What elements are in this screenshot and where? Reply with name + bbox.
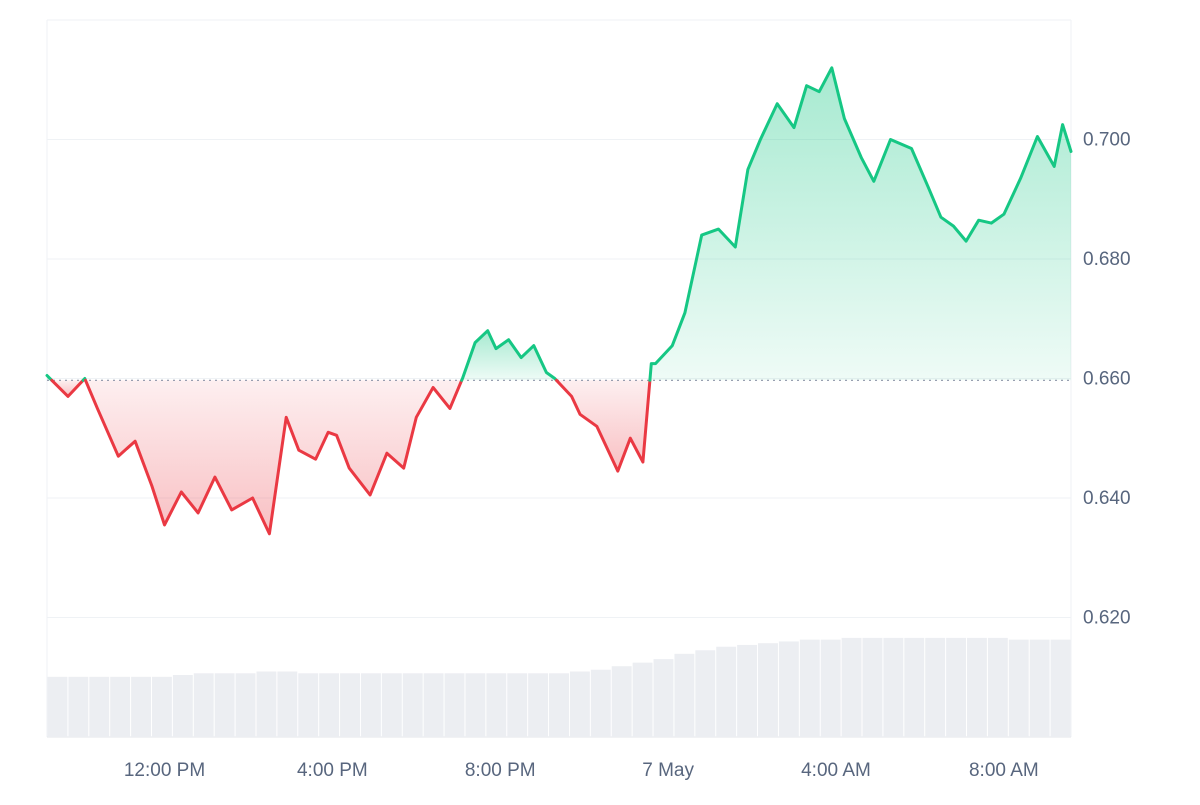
price-area xyxy=(47,67,1071,534)
line-segment-down xyxy=(555,378,652,473)
y-tick-label: 0.640 xyxy=(1083,488,1131,509)
volume-bar xyxy=(151,676,172,737)
volume-bar xyxy=(360,673,381,737)
x-tick-label: 8:00 PM xyxy=(465,760,536,781)
volume-bar xyxy=(340,673,360,737)
y-tick-label: 0.660 xyxy=(1083,369,1131,390)
area-above-baseline xyxy=(461,330,557,381)
volume-bar xyxy=(214,673,235,737)
x-tick-label: 8:00 AM xyxy=(969,760,1039,781)
volume-bar xyxy=(486,673,507,737)
x-tick-label: 4:00 AM xyxy=(801,760,871,781)
x-tick-label: 4:00 PM xyxy=(297,760,368,781)
volume-bar xyxy=(319,673,340,737)
volume-bar xyxy=(841,637,862,737)
volume-bar xyxy=(131,676,151,737)
volume-bar xyxy=(904,637,925,737)
y-tick-label: 0.620 xyxy=(1083,608,1131,629)
volume-bar xyxy=(737,644,758,737)
volume-bar xyxy=(89,676,110,737)
volume-bar xyxy=(1029,639,1050,737)
area-below-baseline xyxy=(556,380,650,472)
volume-bar xyxy=(758,643,778,737)
volume-bar xyxy=(987,637,1008,737)
volume-bar xyxy=(549,673,569,737)
volume-bar xyxy=(653,659,674,737)
volume-bars xyxy=(47,637,1071,737)
volume-bar xyxy=(381,673,402,737)
volume-bar xyxy=(820,639,841,737)
volume-bar xyxy=(862,637,883,737)
volume-bar xyxy=(193,673,214,737)
volume-bar xyxy=(967,637,987,737)
line-segment-up xyxy=(648,66,1073,382)
volume-bar xyxy=(402,673,423,737)
area-below-baseline xyxy=(51,380,84,397)
volume-bar xyxy=(110,676,131,737)
volume-bar xyxy=(569,671,590,737)
line-segment-up xyxy=(460,329,558,382)
volume-bar xyxy=(778,641,799,737)
line-segment-down xyxy=(84,378,464,536)
volume-bar xyxy=(68,676,89,737)
volume-bar xyxy=(444,673,465,737)
y-tick-label: 0.680 xyxy=(1083,249,1131,270)
volume-bar xyxy=(883,637,904,737)
volume-bar xyxy=(695,650,716,737)
x-axis: 12:00 PM 4:00 PM 8:00 PM 7 May 4:00 AM 8:00 A… xyxy=(124,760,1039,781)
volume-bar xyxy=(465,673,486,737)
x-tick-label: 12:00 PM xyxy=(124,760,205,781)
volume-bar xyxy=(423,673,444,737)
volume-bar xyxy=(235,673,256,737)
volume-bar xyxy=(611,666,632,737)
volume-bar xyxy=(716,646,737,737)
volume-bar xyxy=(256,671,277,737)
volume-bar xyxy=(799,639,820,737)
volume-bar xyxy=(172,675,193,737)
volume-bar xyxy=(1008,639,1029,737)
price-line xyxy=(45,66,1073,536)
volume-bar xyxy=(590,669,611,737)
volume-bar xyxy=(946,637,967,737)
volume-bar xyxy=(674,653,695,737)
volume-bar xyxy=(277,671,298,737)
area-above-baseline xyxy=(649,67,1071,381)
x-tick-label: 7 May xyxy=(642,760,694,781)
volume-bar xyxy=(632,662,653,737)
volume-bar xyxy=(298,673,319,737)
y-tick-label: 0.700 xyxy=(1083,130,1131,151)
volume-bar xyxy=(47,676,68,737)
volume-bar xyxy=(528,673,549,737)
y-axis: 0.620 0.640 0.660 0.680 0.700 xyxy=(1083,130,1131,629)
volume-bar xyxy=(925,637,946,737)
volume-bar xyxy=(1050,639,1071,737)
volume-bar xyxy=(507,673,528,737)
line-segment-down xyxy=(50,378,85,398)
